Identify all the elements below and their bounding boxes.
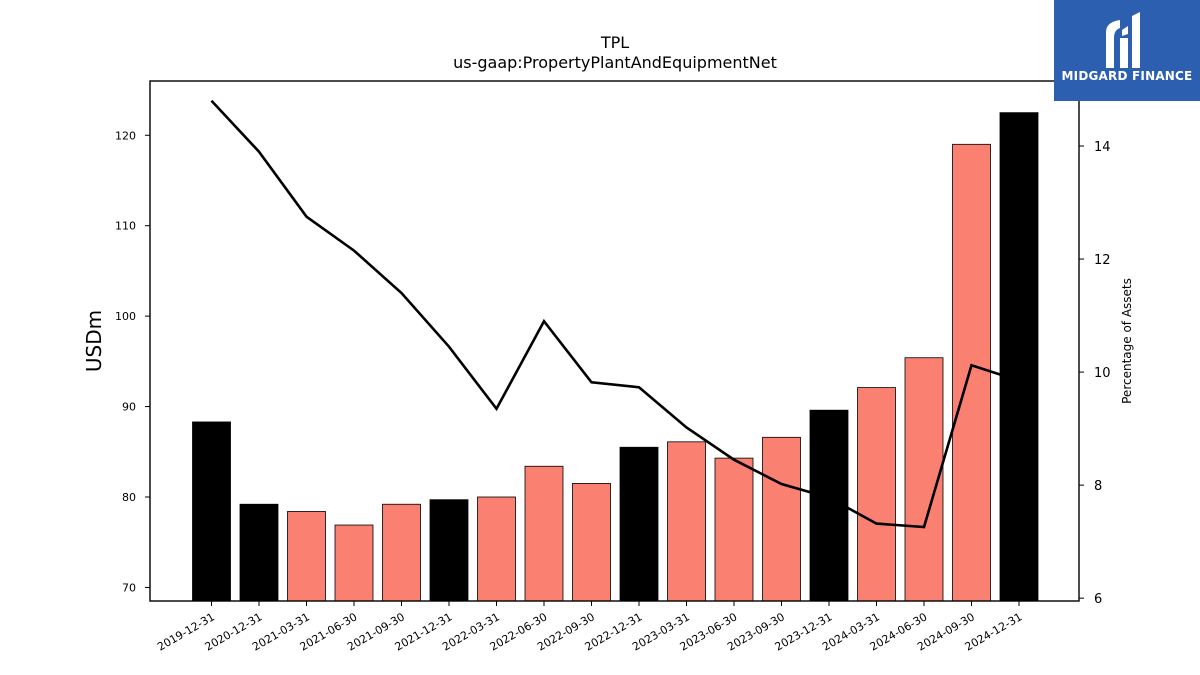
x-axis: 2019-12-312020-12-312021-03-312021-06-30…: [155, 601, 1025, 654]
y-axis-label: USDm: [82, 310, 106, 372]
logo-badge: MIDGARD FINANCE: [1054, 0, 1200, 101]
bar: [667, 441, 706, 602]
y-tick-label: 100: [115, 310, 136, 323]
y2-tick-label: 12: [1094, 253, 1111, 268]
y2-axis-label: Percentage of Assets: [1120, 278, 1134, 404]
chart-title: TPL: [600, 33, 629, 52]
y2-tick-label: 6: [1094, 592, 1102, 607]
bar: [429, 499, 469, 602]
plot-frame: [149, 80, 1080, 602]
bar: [382, 503, 421, 602]
y-tick-label: 90: [122, 401, 136, 414]
y-tick-label: 120: [115, 129, 136, 142]
bar: [952, 143, 991, 602]
line-layer: [210, 99, 1020, 529]
bar: [857, 387, 896, 602]
logo-text: MIDGARD FINANCE: [1061, 69, 1193, 83]
series-line: [210, 99, 1020, 529]
y-tick-label: 80: [122, 491, 136, 504]
midgard-m-logo-icon: [1106, 12, 1140, 68]
y2-tick-label: 14: [1094, 140, 1111, 155]
bar: [619, 446, 659, 602]
bar: [999, 112, 1039, 602]
bar: [287, 511, 326, 602]
bar: [239, 503, 279, 602]
bar: [524, 465, 564, 602]
bar: [334, 524, 374, 602]
y2-tick-label: 10: [1094, 366, 1111, 381]
bar: [477, 496, 516, 602]
bar: [762, 436, 801, 602]
bar: [572, 483, 611, 602]
bar: [714, 457, 754, 602]
y-tick-label: 70: [122, 581, 136, 594]
bar: [192, 421, 231, 602]
y-axis-left: 70 80 90 100 110 120: [115, 129, 150, 594]
y-axis-right: 6 8 10 12 14: [1079, 140, 1111, 607]
y2-tick-label: 8: [1094, 479, 1102, 494]
bars-layer: [192, 112, 1039, 602]
chart-subtitle: us-gaap:PropertyPlantAndEquipmentNet: [453, 53, 777, 72]
y-tick-label: 110: [115, 220, 136, 233]
